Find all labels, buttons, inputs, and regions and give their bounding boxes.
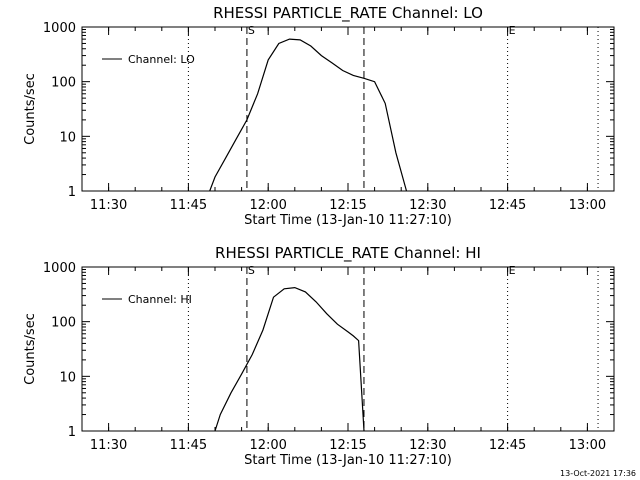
y-tick-label: 10 xyxy=(59,130,76,145)
x-tick-label: 12:15 xyxy=(329,438,366,453)
y-axis-label: Counts/sec xyxy=(23,313,38,385)
marker-label: E xyxy=(509,264,516,277)
x-tick-label: 12:00 xyxy=(249,438,286,453)
series-line xyxy=(209,38,408,192)
chart-panel-2: RHESSI PARTICLE_RATE Channel: HI 1 10 100 10… xyxy=(23,244,615,468)
marker-label: S xyxy=(248,24,255,37)
plot-frame xyxy=(81,266,615,432)
y-tick-label: 1 xyxy=(68,425,76,440)
plot-frame xyxy=(81,26,615,192)
x-tick-label: 12:15 xyxy=(329,198,366,213)
x-tick-label: 11:30 xyxy=(90,438,127,453)
legend-label: Channel: HI xyxy=(128,293,192,306)
y-tick-label: 100 xyxy=(51,76,76,91)
y-tick-label: 1000 xyxy=(43,21,76,36)
x-tick-label: 12:45 xyxy=(489,198,526,213)
y-tick-label: 100 xyxy=(51,316,76,331)
x-axis-label: Start Time (13-Jan-10 11:27:10) xyxy=(244,453,452,468)
x-tick-label: 13:00 xyxy=(569,198,606,213)
x-tick-label: 11:45 xyxy=(170,198,207,213)
x-tick-label: 11:30 xyxy=(90,198,127,213)
x-tick-label: 12:00 xyxy=(249,198,286,213)
chart-title: RHESSI PARTICLE_RATE Channel: LO xyxy=(213,4,483,23)
marker-label: S xyxy=(248,264,255,277)
x-tick-label: 12:30 xyxy=(409,198,446,213)
y-tick-label: 1000 xyxy=(43,261,76,276)
y-tick-label: 10 xyxy=(59,370,76,385)
x-tick-label: 13:00 xyxy=(569,438,606,453)
y-axis-label: Counts/sec xyxy=(23,73,38,145)
x-tick-label: 11:45 xyxy=(170,438,207,453)
x-tick-label: 12:45 xyxy=(489,438,526,453)
series-line xyxy=(214,286,365,432)
footer-timestamp: 13-Oct-2021 17:36 xyxy=(560,469,636,478)
chart-panel-1: RHESSI PARTICLE_RATE Channel: LO 1 10 100 10… xyxy=(23,4,615,228)
marker-label: E xyxy=(509,24,516,37)
chart-title: RHESSI PARTICLE_RATE Channel: HI xyxy=(215,244,481,263)
y-tick-label: 1 xyxy=(68,185,76,200)
legend-label: Channel: LO xyxy=(128,53,195,66)
x-tick-label: 12:30 xyxy=(409,438,446,453)
x-axis-label: Start Time (13-Jan-10 11:27:10) xyxy=(244,213,452,228)
